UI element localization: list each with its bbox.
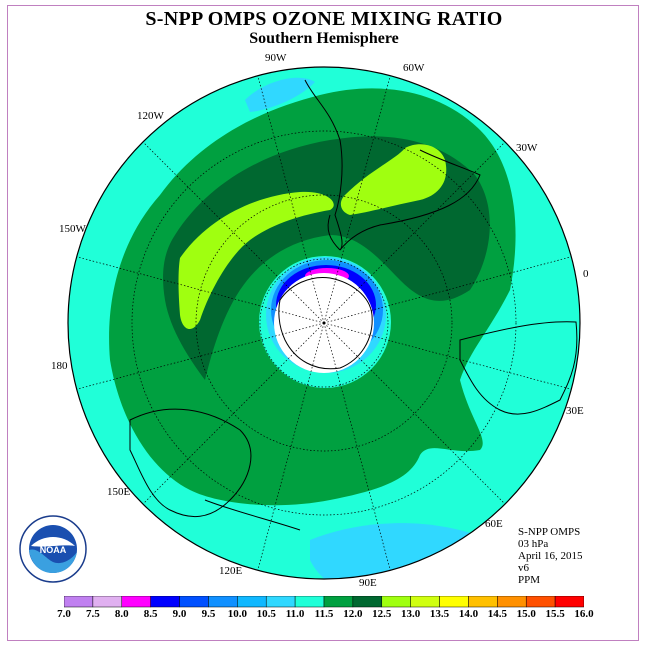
graticule [76, 75, 572, 571]
colorbar-tick-label: 12.0 [343, 608, 363, 620]
lon-label-120w: 120W [137, 110, 164, 122]
ozone-peak-west [178, 191, 334, 330]
lon-label-0: 0 [583, 268, 589, 280]
colorbar-swatch [64, 596, 94, 608]
lon-label-120e: 120E [219, 565, 243, 577]
colorbar-tick-label: 11.5 [314, 608, 334, 620]
colorbar-swatch [265, 596, 296, 608]
meridian-line [257, 322, 325, 571]
colorbar-swatch [352, 596, 383, 608]
colorbar-swatch [237, 596, 267, 608]
antarctica-coast [278, 276, 373, 370]
lon-label-60w: 60W [403, 62, 425, 74]
colorbar-swatch [554, 596, 584, 608]
info-date: April 16, 2015 [518, 550, 583, 562]
south-america-coast [304, 79, 343, 251]
colorbar-tick-label: 16.0 [574, 608, 594, 620]
meridian-line [323, 322, 506, 505]
colorbar-tick-label: 11.0 [285, 608, 305, 620]
chart-title: S-NPP OMPS OZONE MIXING RATIO [145, 8, 503, 30]
info-instrument: S-NPP OMPS [518, 526, 581, 538]
colorbar-tick-label: 10.5 [256, 608, 276, 620]
latitude-circle-1 [259, 258, 389, 388]
ozone-peak-north [340, 144, 447, 215]
colorbar-swatch [92, 596, 123, 608]
lon-label-180: 180 [51, 360, 68, 372]
meridian-line [323, 141, 506, 324]
coastlines [129, 79, 578, 531]
low-region-north [245, 77, 315, 112]
colorbar-tick-label: 8.0 [114, 608, 129, 620]
colorbar-tick-label: 8.5 [143, 608, 158, 620]
meridian-line [323, 75, 391, 324]
colorbar-tick-label: 14.5 [487, 608, 507, 620]
latitude-circle-3 [131, 130, 517, 516]
colorbar-swatch [410, 596, 440, 608]
map-border [67, 66, 581, 580]
meridian-line [323, 322, 391, 571]
meridian-line [323, 256, 572, 324]
south-america-east-coast [339, 149, 481, 251]
colorbar-tick-label: 15.5 [545, 608, 565, 620]
info-pressure: 03 hPa [518, 538, 549, 550]
noaa-logo-icon: NOAA [19, 515, 87, 583]
lon-label-60e: 60E [485, 518, 503, 530]
figure-frame [7, 5, 639, 641]
colorbar-tick-label: 7.5 [86, 608, 100, 620]
low-region-south [310, 523, 490, 579]
colorbar-swatch [179, 596, 209, 608]
meridian-line [257, 75, 325, 324]
colorbar-tick-label: 7.0 [57, 608, 71, 620]
colorbar-swatch [323, 596, 354, 608]
info-block: S-NPP OMPS 03 hPa April 16, 2015 v6 PPM [518, 526, 582, 586]
colorbar [64, 596, 584, 608]
colorbar-swatch [150, 596, 180, 608]
latitude-circle-2 [195, 194, 453, 452]
colorbar-tick-label: 12.5 [372, 608, 392, 620]
lon-label-90w: 90W [265, 52, 287, 64]
new-zealand-coast [204, 499, 301, 531]
colorbar-tick-label: 9.5 [201, 608, 216, 620]
colorbar-tick-label: 13.0 [401, 608, 421, 620]
lon-label-30w: 30W [516, 142, 538, 154]
colorbar-swatch [294, 596, 325, 608]
colorbar-swatch [208, 596, 238, 608]
lon-label-90e: 90E [359, 577, 377, 589]
colorbar-tick-label: 14.0 [458, 608, 479, 620]
lon-label-30e: 30E [566, 405, 584, 417]
noaa-logo-text: NOAA [40, 545, 67, 555]
colorbar-swatch [381, 596, 411, 608]
meridian-line [323, 322, 572, 390]
africa-coast [459, 321, 578, 415]
colorbar-swatch [497, 596, 527, 608]
meridian-line [142, 322, 325, 505]
colorbar-swatch [525, 596, 556, 608]
meridian-line [76, 256, 325, 324]
info-version: v6 [518, 562, 529, 574]
meridian-line [76, 322, 325, 390]
colorbar-tick-label: 9.0 [172, 608, 187, 620]
south-pole-dot [322, 321, 326, 325]
lon-label-150w: 150W [59, 223, 86, 235]
info-units: PPM [518, 574, 541, 586]
colorbar-swatch [468, 596, 498, 608]
chart-subtitle: Southern Hemisphere [249, 30, 399, 47]
colorbar-tick-label: 15.0 [516, 608, 536, 620]
colorbar-swatch [121, 596, 151, 608]
colorbar-swatch [439, 596, 469, 608]
colorbar-tick-label: 13.5 [429, 608, 450, 620]
colorbar-tick-label: 10.0 [227, 608, 247, 620]
lon-label-150e: 150E [107, 486, 131, 498]
meridian-line [142, 141, 325, 324]
tierra-del-fuego [327, 214, 341, 251]
australia-coast [129, 408, 252, 518]
